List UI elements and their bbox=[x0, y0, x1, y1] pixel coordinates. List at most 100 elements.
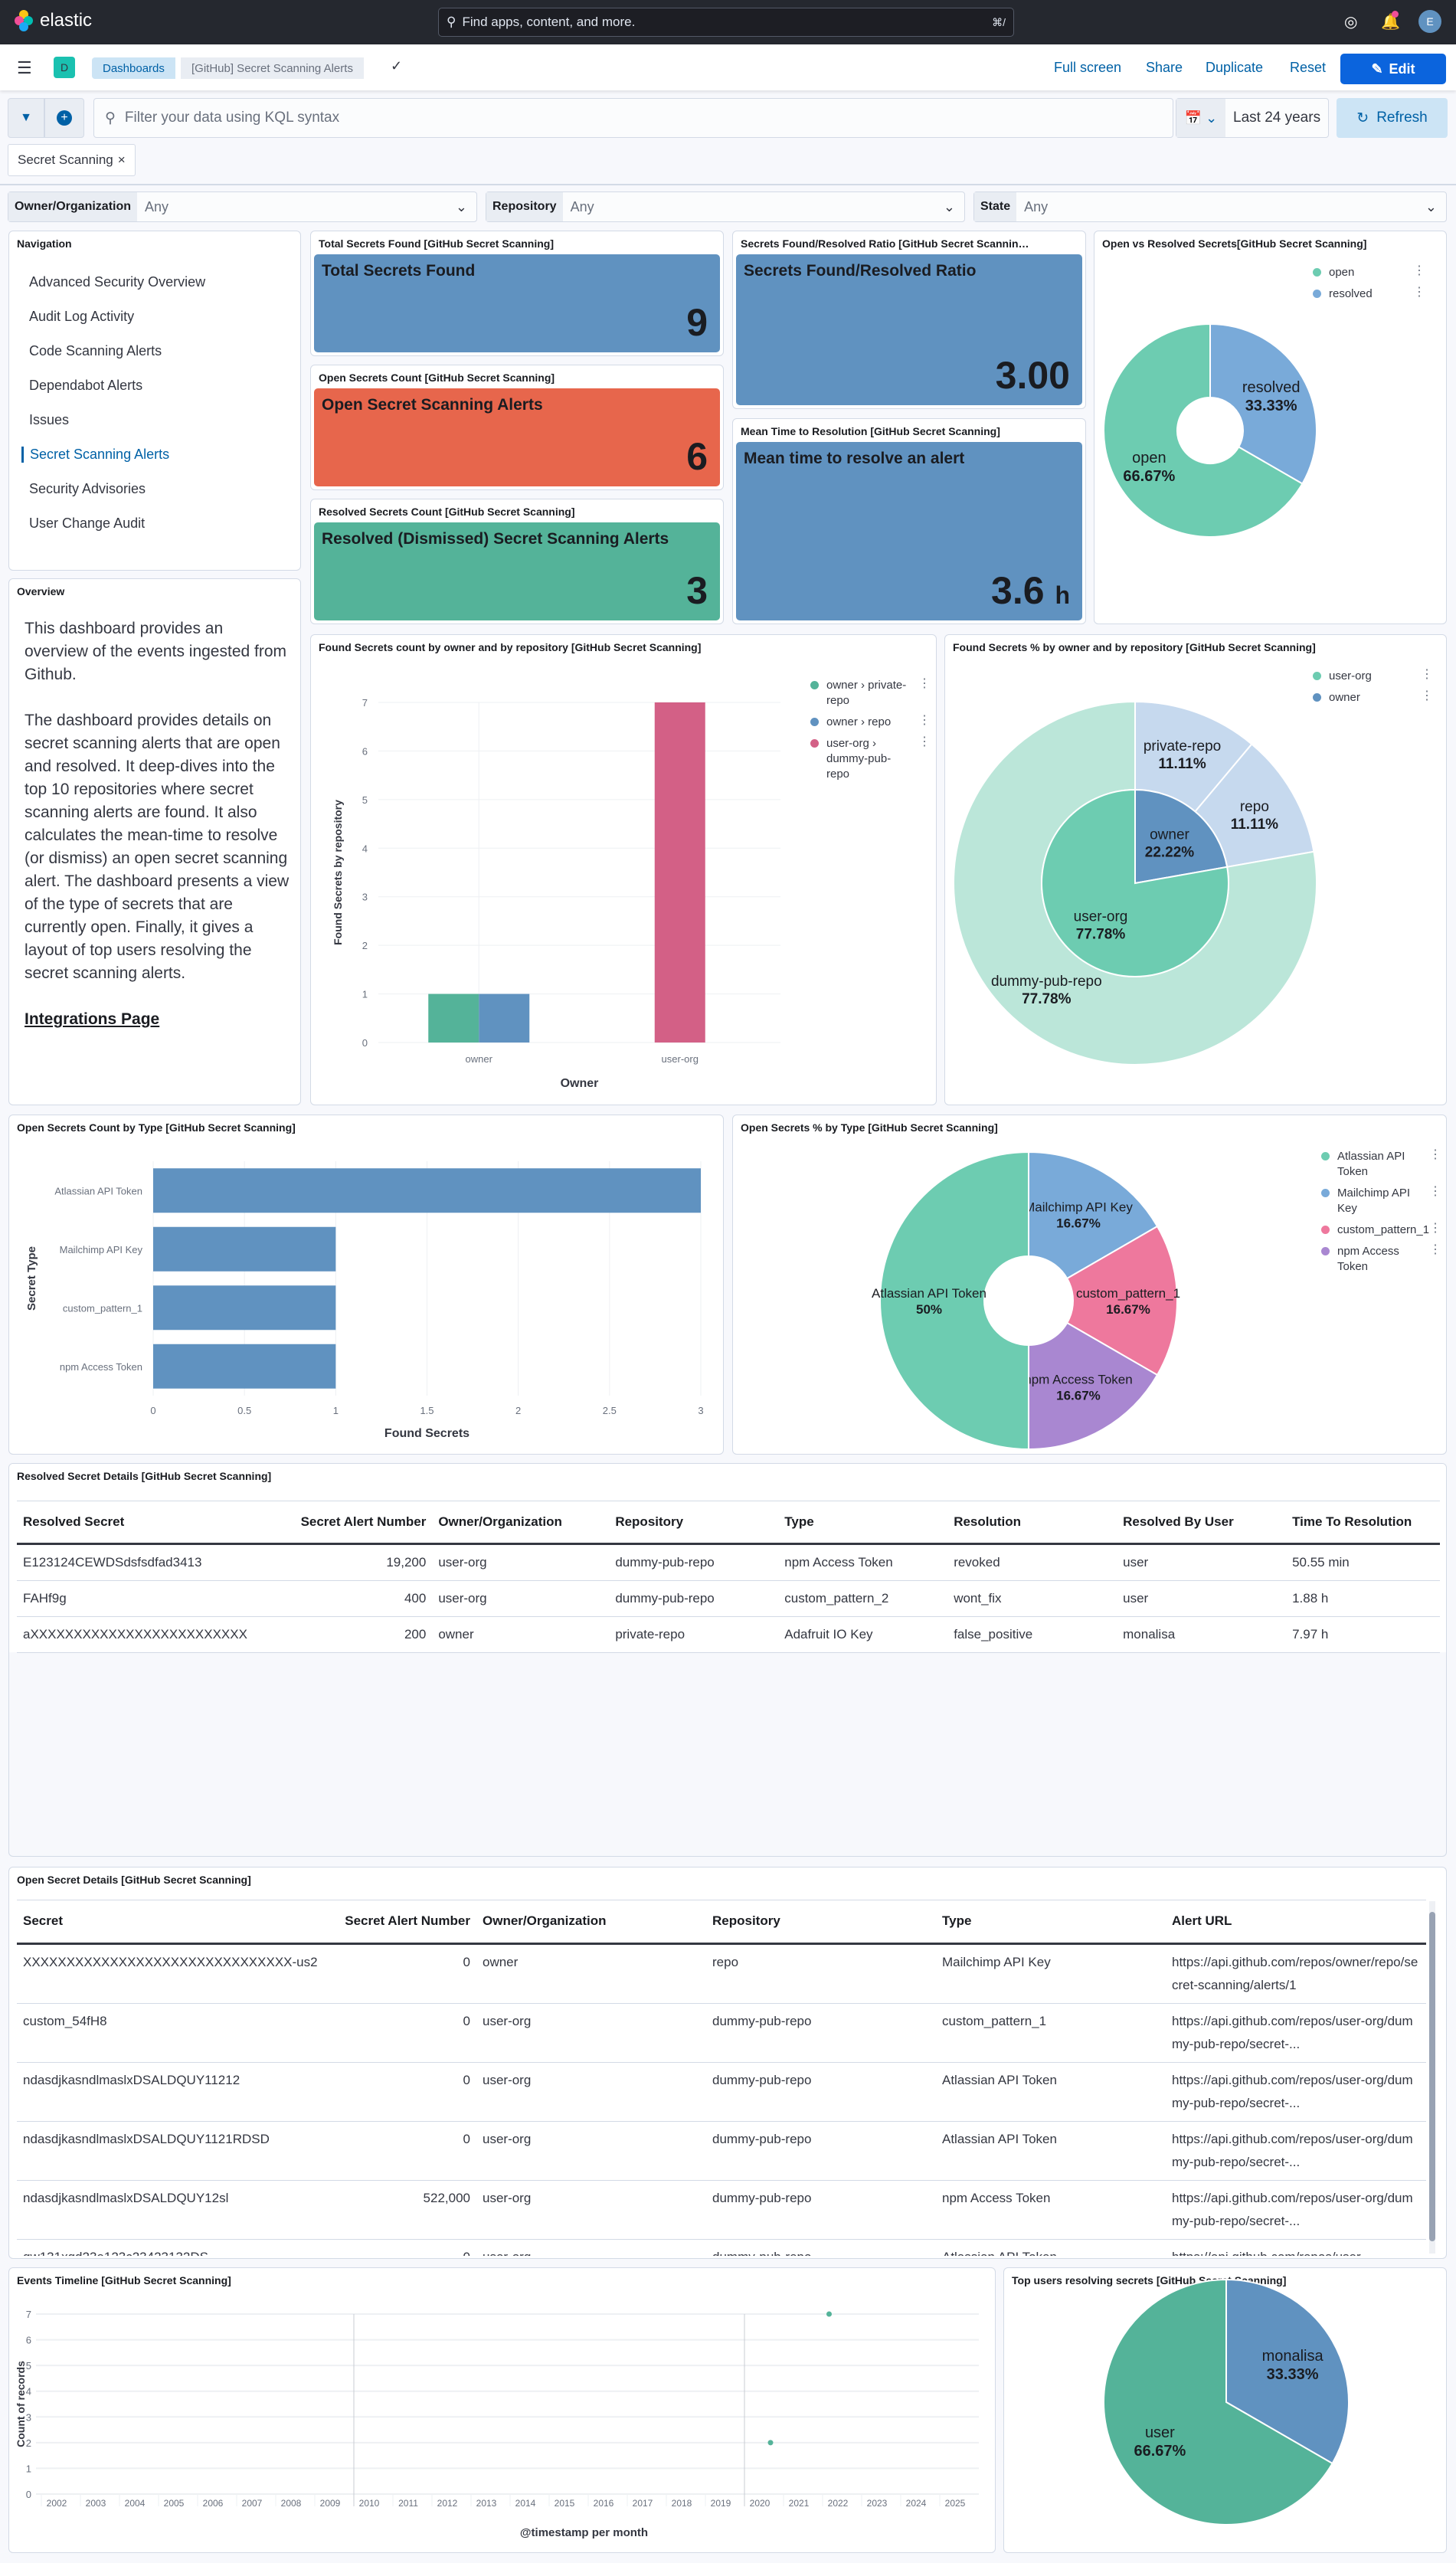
duplicate-button[interactable]: Duplicate bbox=[1206, 60, 1264, 75]
control-state[interactable]: State Any ⌄ bbox=[973, 191, 1447, 222]
legend-item[interactable]: owner ⋮ bbox=[1313, 690, 1433, 705]
nav-link[interactable]: Code Scanning Alerts bbox=[29, 343, 162, 358]
filter-icon: ▼ bbox=[20, 111, 32, 124]
column-header[interactable]: Resolution bbox=[947, 1501, 1117, 1545]
x-tick-label: 2019 bbox=[711, 2498, 731, 2509]
table-cell: dummy-pub-repo bbox=[706, 2003, 936, 2063]
column-header[interactable]: Secret Alert Number bbox=[339, 1900, 476, 1945]
legend-swatch bbox=[810, 739, 819, 748]
legend-item[interactable]: user-org ⋮ bbox=[1313, 669, 1433, 684]
table-cell: XXXXXXXXXXXXXXXXXXXXXXXXXXXXXXX-us2 bbox=[17, 1943, 339, 2004]
table-scrollbar[interactable] bbox=[1429, 1901, 1435, 2254]
global-search[interactable]: ⚲ Find apps, content, and more. ⌘/ bbox=[438, 8, 1014, 37]
panel-title: Navigation bbox=[17, 237, 72, 250]
help-icon[interactable]: ◎ bbox=[1344, 14, 1358, 31]
legend-item[interactable]: open ⋮ bbox=[1313, 265, 1425, 280]
breadcrumb-dashboards[interactable]: Dashboards bbox=[92, 57, 175, 79]
column-header[interactable]: Secret bbox=[17, 1900, 339, 1945]
add-filter-button[interactable]: + bbox=[44, 98, 84, 138]
column-header[interactable]: Alert URL bbox=[1166, 1900, 1426, 1945]
edit-button[interactable]: ✎ Edit bbox=[1340, 54, 1446, 84]
column-header[interactable]: Type bbox=[778, 1501, 948, 1545]
menu-icon[interactable]: ☰ bbox=[17, 58, 32, 77]
nav-link[interactable]: Dependabot Alerts bbox=[29, 378, 143, 393]
slice-percent: 77.78% bbox=[1022, 991, 1072, 1007]
legend-options-icon[interactable]: ⋮ bbox=[1421, 689, 1433, 702]
user-avatar[interactable]: E bbox=[1418, 10, 1441, 33]
elastic-logo[interactable]: elastic bbox=[14, 9, 92, 32]
legend-item[interactable]: resolved ⋮ bbox=[1313, 286, 1425, 302]
filter-pill-label: Secret Scanning bbox=[18, 152, 113, 167]
total-secrets-panel: Total Secrets Found [GitHub Secret Scann… bbox=[310, 231, 724, 356]
legend-options-icon[interactable]: ⋮ bbox=[918, 735, 931, 748]
legend-options-icon[interactable]: ⋮ bbox=[1429, 1222, 1441, 1235]
legend-options-icon[interactable]: ⋮ bbox=[918, 714, 931, 727]
legend-options-icon[interactable]: ⋮ bbox=[1413, 286, 1425, 299]
table-row: E123124CEWDSdsfsdfad3413 19,200 user-org du… bbox=[17, 1543, 1440, 1581]
legend-item[interactable]: user-org › dummy-pub-repo ⋮ bbox=[810, 736, 931, 782]
close-icon[interactable]: × bbox=[117, 152, 126, 167]
x-axis-title: Found Secrets bbox=[384, 1427, 470, 1440]
metric-label: Resolved (Dismissed) Secret Scanning Ale… bbox=[322, 530, 669, 548]
legend-item[interactable]: owner › repo ⋮ bbox=[810, 715, 931, 730]
nav-link[interactable]: Advanced Security Overview bbox=[29, 274, 206, 290]
column-header[interactable]: Time To Resolution bbox=[1286, 1501, 1440, 1545]
nav-link[interactable]: Audit Log Activity bbox=[29, 309, 135, 324]
news-bell-icon[interactable]: 🔔 bbox=[1381, 11, 1400, 31]
column-header[interactable]: Repository bbox=[706, 1900, 936, 1945]
legend-options-icon[interactable]: ⋮ bbox=[918, 677, 931, 690]
bar bbox=[153, 1168, 701, 1213]
legend-item[interactable]: owner › private-repo ⋮ bbox=[810, 678, 931, 709]
panel-title: Open Secrets Count by Type [GitHub Secre… bbox=[17, 1121, 296, 1134]
legend-options-icon[interactable]: ⋮ bbox=[1413, 264, 1425, 277]
legend-item[interactable]: npm Access Token ⋮ bbox=[1321, 1244, 1441, 1275]
column-header[interactable]: Secret Alert Number bbox=[278, 1501, 433, 1545]
reset-button[interactable]: Reset bbox=[1290, 60, 1327, 75]
filter-pill[interactable]: Secret Scanning × bbox=[8, 144, 136, 176]
table-cell: user bbox=[1117, 1580, 1287, 1617]
nav-link[interactable]: User Change Audit bbox=[29, 516, 146, 531]
control-repository[interactable]: Repository Any ⌄ bbox=[486, 191, 965, 222]
table-cell: aXXXXXXXXXXXXXXXXXXXXXXXXX bbox=[17, 1616, 279, 1653]
data-point bbox=[767, 2440, 774, 2446]
share-button[interactable]: Share bbox=[1146, 60, 1183, 75]
elastic-logo-icon bbox=[15, 10, 33, 31]
column-header[interactable]: Repository bbox=[609, 1501, 779, 1545]
control-owner[interactable]: Owner/Organization Any ⌄ bbox=[8, 191, 477, 222]
nav-link[interactable]: Security Advisories bbox=[29, 481, 146, 496]
column-header[interactable]: Owner/Organization bbox=[476, 1900, 706, 1945]
column-header[interactable]: Type bbox=[936, 1900, 1166, 1945]
kql-search-input[interactable]: ⚲ Filter your data using KQL syntax bbox=[93, 98, 1173, 138]
legend-options-icon[interactable]: ⋮ bbox=[1429, 1148, 1441, 1161]
x-axis-title: @timestamp per month bbox=[520, 2526, 648, 2539]
legend-item[interactable]: custom_pattern_1 ⋮ bbox=[1321, 1223, 1441, 1238]
table-header-row: Resolved Secret Secret Alert Number Owner/… bbox=[17, 1501, 1440, 1545]
full-screen-button[interactable]: Full screen bbox=[1054, 60, 1122, 75]
calendar-icon[interactable]: 📅 ⌄ bbox=[1176, 99, 1225, 137]
table-cell: dummy-pub-repo bbox=[706, 2180, 936, 2240]
legend-options-icon[interactable]: ⋮ bbox=[1429, 1243, 1441, 1256]
legend-options-icon[interactable]: ⋮ bbox=[1421, 668, 1433, 681]
integrations-page-link[interactable]: Integrations Page bbox=[25, 1010, 160, 1028]
legend-label: resolved bbox=[1329, 287, 1373, 300]
filter-options-button[interactable]: ▼ bbox=[8, 98, 44, 138]
panel-title: Open vs Resolved Secrets[GitHub Secret S… bbox=[1102, 237, 1367, 250]
date-picker[interactable]: 📅 ⌄ Last 24 years bbox=[1176, 98, 1329, 138]
nav-link[interactable]: Secret Scanning Alerts bbox=[21, 447, 169, 463]
table-cell: user-org bbox=[476, 2062, 706, 2122]
table-cell: E123124CEWDSdsfsdfad3413 bbox=[17, 1543, 279, 1581]
table-cell: FAHf9g bbox=[17, 1580, 279, 1617]
space-avatar[interactable]: D bbox=[54, 57, 75, 78]
refresh-button[interactable]: ↻ Refresh bbox=[1337, 98, 1448, 138]
legend-item[interactable]: Atlassian API Token ⋮ bbox=[1321, 1149, 1441, 1180]
column-header[interactable]: Resolved Secret bbox=[17, 1501, 279, 1545]
table-cell: 0 bbox=[339, 2062, 476, 2122]
legend-options-icon[interactable]: ⋮ bbox=[1429, 1185, 1441, 1198]
table-cell: user-org bbox=[476, 2121, 706, 2181]
nav-link[interactable]: Issues bbox=[29, 412, 70, 427]
legend-item[interactable]: Mailchimp API Key ⋮ bbox=[1321, 1186, 1441, 1216]
column-header[interactable]: Owner/Organization bbox=[432, 1501, 610, 1545]
time-range-value[interactable]: Last 24 years bbox=[1233, 110, 1321, 126]
column-header[interactable]: Resolved By User bbox=[1117, 1501, 1287, 1545]
